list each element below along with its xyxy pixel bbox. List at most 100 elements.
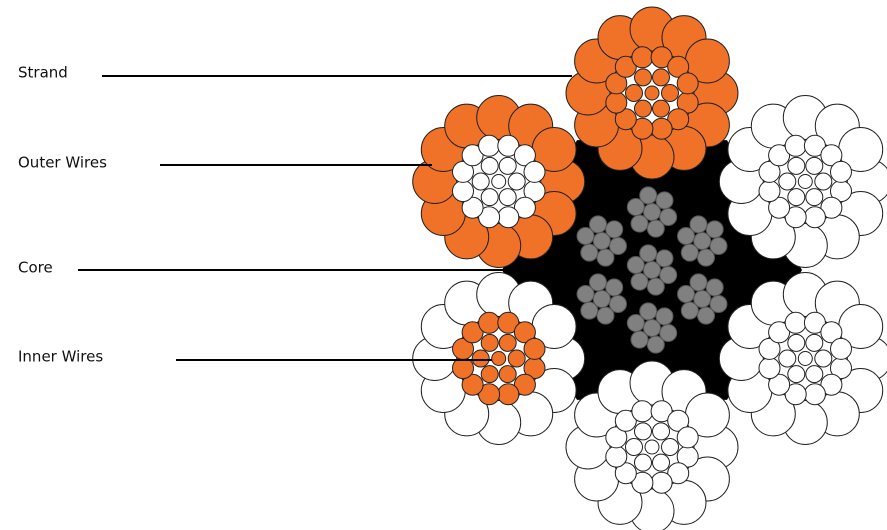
inner-wire bbox=[676, 72, 699, 95]
label-core: Core bbox=[18, 259, 53, 277]
inner-wire bbox=[631, 400, 654, 423]
inner-wire bbox=[652, 99, 670, 118]
core-wire bbox=[705, 220, 724, 239]
label-inner-wires: Inner Wires bbox=[18, 348, 103, 366]
inner-wire bbox=[634, 99, 652, 118]
inner-wire bbox=[497, 206, 520, 229]
inner-wire bbox=[768, 144, 791, 167]
inner-wire bbox=[478, 311, 501, 334]
core-wire bbox=[639, 186, 658, 205]
inner-wire bbox=[497, 383, 520, 406]
inner-wire bbox=[461, 321, 484, 344]
inner-wire bbox=[768, 196, 791, 219]
inner-wire bbox=[605, 426, 628, 449]
inner-wire bbox=[461, 373, 484, 396]
inner-wire bbox=[513, 321, 536, 344]
core-wire bbox=[626, 256, 645, 274]
inner-wire bbox=[652, 422, 670, 441]
inner-wire bbox=[803, 311, 826, 334]
inner-wire bbox=[498, 333, 517, 352]
inner-wire bbox=[667, 55, 690, 78]
inner-wire bbox=[480, 365, 499, 384]
inner-wire bbox=[498, 156, 517, 175]
core-wire bbox=[630, 330, 649, 349]
core-wire bbox=[605, 278, 624, 297]
inner-wire bbox=[634, 68, 652, 87]
inner-wire bbox=[471, 349, 490, 368]
inner-wire bbox=[507, 349, 526, 368]
core-wire bbox=[580, 301, 599, 320]
inner-wire bbox=[803, 206, 826, 229]
core-wire bbox=[646, 219, 665, 238]
inner-wire bbox=[778, 172, 797, 191]
inner-wire bbox=[513, 196, 536, 219]
inner-wire bbox=[480, 188, 499, 207]
center-wire bbox=[644, 85, 660, 101]
inner-wire bbox=[784, 206, 807, 229]
inner-wire bbox=[452, 160, 474, 183]
core-wire bbox=[697, 306, 715, 325]
inner-wire bbox=[478, 206, 501, 229]
core-wire bbox=[626, 314, 645, 332]
inner-wire bbox=[461, 196, 484, 219]
inner-wire bbox=[478, 383, 501, 406]
inner-wire bbox=[758, 337, 781, 360]
inner-wire bbox=[614, 55, 637, 78]
inner-wire bbox=[661, 84, 679, 102]
core-wire bbox=[630, 214, 649, 233]
inner-wire bbox=[814, 172, 833, 191]
inner-wire bbox=[478, 134, 501, 157]
core-wire bbox=[680, 301, 699, 320]
core-wire bbox=[705, 278, 724, 297]
inner-wire bbox=[498, 365, 517, 384]
callouts: Strand Outer Wires Core Inner Wires bbox=[18, 64, 572, 366]
inner-wire bbox=[605, 72, 628, 95]
core-wire bbox=[655, 191, 674, 210]
core-wire bbox=[639, 302, 658, 321]
inner-wire bbox=[661, 438, 679, 456]
center-wire bbox=[644, 439, 660, 455]
inner-wire bbox=[805, 188, 824, 207]
core-wire bbox=[697, 248, 715, 267]
inner-wire bbox=[814, 349, 833, 368]
core-wire bbox=[576, 285, 595, 303]
core-wire bbox=[646, 277, 665, 296]
core-wire bbox=[589, 273, 607, 292]
inner-wire bbox=[820, 144, 843, 167]
core-wire bbox=[630, 272, 649, 291]
inner-wire bbox=[498, 188, 517, 207]
inner-wire bbox=[758, 160, 781, 183]
inner-wire bbox=[820, 196, 843, 219]
inner-wire bbox=[634, 422, 652, 441]
inner-wire bbox=[768, 373, 791, 396]
inner-wire bbox=[480, 333, 499, 352]
inner-wire bbox=[820, 321, 843, 344]
inner-wire bbox=[513, 373, 536, 396]
center-wire bbox=[797, 351, 813, 366]
inner-wire bbox=[461, 144, 484, 167]
inner-wire bbox=[830, 337, 852, 360]
inner-wire bbox=[452, 180, 474, 203]
core-wire bbox=[655, 249, 674, 268]
inner-wire bbox=[787, 188, 806, 207]
core-wire bbox=[646, 335, 665, 354]
inner-wire bbox=[650, 46, 673, 69]
inner-wire bbox=[523, 160, 546, 183]
core-wire bbox=[596, 248, 615, 267]
inner-wire bbox=[625, 438, 643, 456]
core-wire bbox=[639, 244, 658, 263]
inner-wire bbox=[650, 400, 673, 423]
inner-wire bbox=[784, 134, 807, 157]
inner-wire bbox=[784, 311, 807, 334]
inner-wire bbox=[634, 453, 652, 472]
inner-wire bbox=[480, 156, 499, 175]
inner-wire bbox=[778, 349, 797, 368]
core-wire bbox=[677, 285, 695, 303]
inner-wire bbox=[830, 160, 852, 183]
inner-wire bbox=[650, 117, 673, 140]
inner-wire bbox=[513, 144, 536, 167]
inner-wire bbox=[758, 180, 781, 203]
core-wire bbox=[689, 215, 708, 234]
inner-wire bbox=[652, 453, 670, 472]
